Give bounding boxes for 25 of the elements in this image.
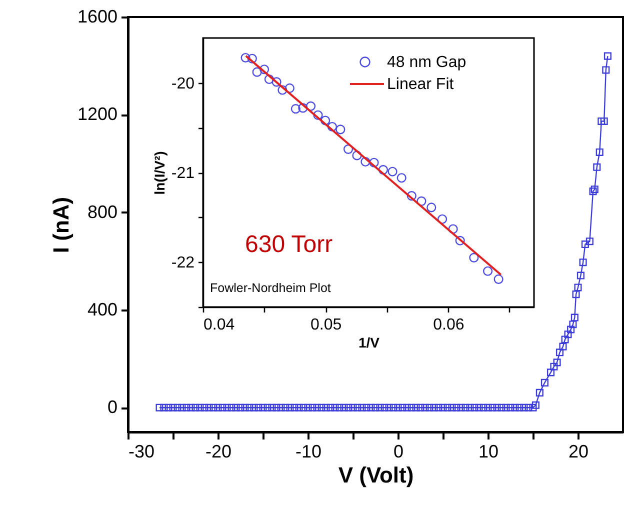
y-tick-label: -20 — [171, 75, 195, 92]
y-tick-label: -22 — [171, 254, 195, 272]
x-tick-label: 20 — [568, 442, 589, 462]
x-tick-label: -20 — [205, 442, 232, 462]
x-axis-title: 1/V — [358, 334, 380, 350]
legend-label: 48 nm Gap — [387, 54, 466, 71]
y-tick-label: 0 — [107, 397, 118, 418]
x-tick-label: 0 — [393, 442, 404, 462]
x-tick-label: -10 — [295, 442, 322, 462]
y-axis-title: ln(I/V²) — [151, 151, 168, 195]
x-tick-label: 0.06 — [433, 316, 464, 334]
x-tick-label: 0.05 — [310, 316, 342, 334]
y-tick-label: 400 — [87, 299, 118, 320]
annotation: 630 Torr — [245, 231, 333, 258]
x-tick-label: -30 — [128, 442, 155, 462]
legend-label: Linear Fit — [387, 76, 454, 93]
x-tick-label: 10 — [478, 442, 499, 462]
x-axis-title: V (Volt) — [338, 462, 414, 488]
y-tick-label: -21 — [171, 165, 195, 182]
y-tick-label: 1200 — [77, 104, 118, 124]
y-tick-label: 800 — [87, 202, 118, 222]
y-tick-label: 1600 — [77, 6, 118, 26]
x-tick-label: 0.04 — [204, 316, 235, 334]
y-axis-title: I (nA) — [48, 196, 74, 254]
annotation: Fowler-Nordheim Plot — [210, 281, 332, 295]
